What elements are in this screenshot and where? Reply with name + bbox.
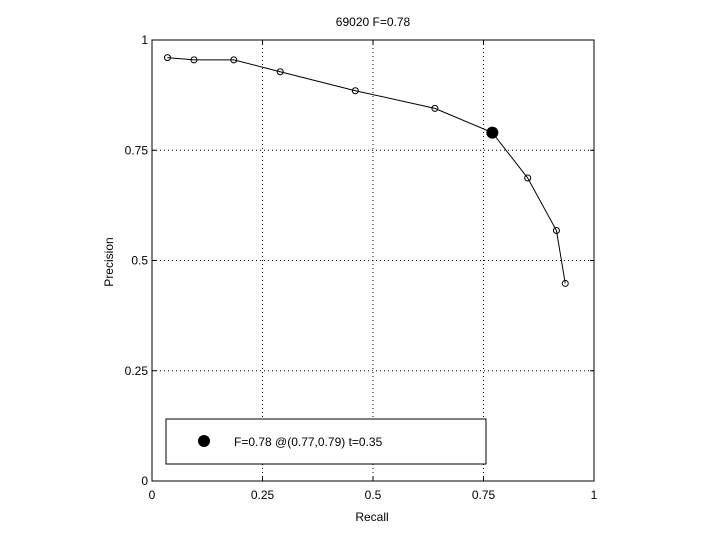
legend-marker [198, 435, 210, 447]
y-tick-label: 0.5 [131, 254, 148, 268]
series-group [163, 54, 569, 287]
data-point-marker [431, 104, 439, 112]
x-tick-label: 0.25 [251, 488, 275, 502]
pr-curve-line [167, 57, 566, 284]
y-axis-label: Precision [102, 237, 116, 286]
data-point-marker [163, 54, 171, 62]
data-point-marker [552, 227, 560, 235]
x-axis-label: Recall [355, 510, 388, 524]
axis-ticks: 0 0.25 0.5 0.75 1 0 0.25 0.5 0.75 1 [125, 33, 598, 502]
y-tick-label: 0 [141, 474, 148, 488]
x-tick-label: 0.5 [365, 488, 382, 502]
legend: F=0.78 @(0.77,0.79) t=0.35 [165, 418, 487, 465]
legend-box [165, 418, 487, 465]
data-point-marker [276, 68, 284, 76]
x-tick-label: 0 [149, 488, 156, 502]
data-point-marker [561, 279, 569, 287]
chart-title: 69020 F=0.78 [336, 15, 411, 29]
data-point-marker [190, 56, 198, 64]
x-tick-label: 1 [591, 488, 598, 502]
y-tick-label: 0.75 [125, 143, 149, 157]
data-point-marker [524, 174, 532, 182]
data-point-marker [230, 56, 238, 64]
y-tick-label: 0.25 [125, 364, 149, 378]
grid-lines [152, 40, 594, 481]
x-tick-label: 0.75 [472, 488, 496, 502]
y-tick-label: 1 [141, 33, 148, 47]
best-f-point-marker [486, 126, 499, 139]
legend-label: F=0.78 @(0.77,0.79) t=0.35 [234, 435, 383, 449]
data-point-marker [351, 87, 359, 95]
